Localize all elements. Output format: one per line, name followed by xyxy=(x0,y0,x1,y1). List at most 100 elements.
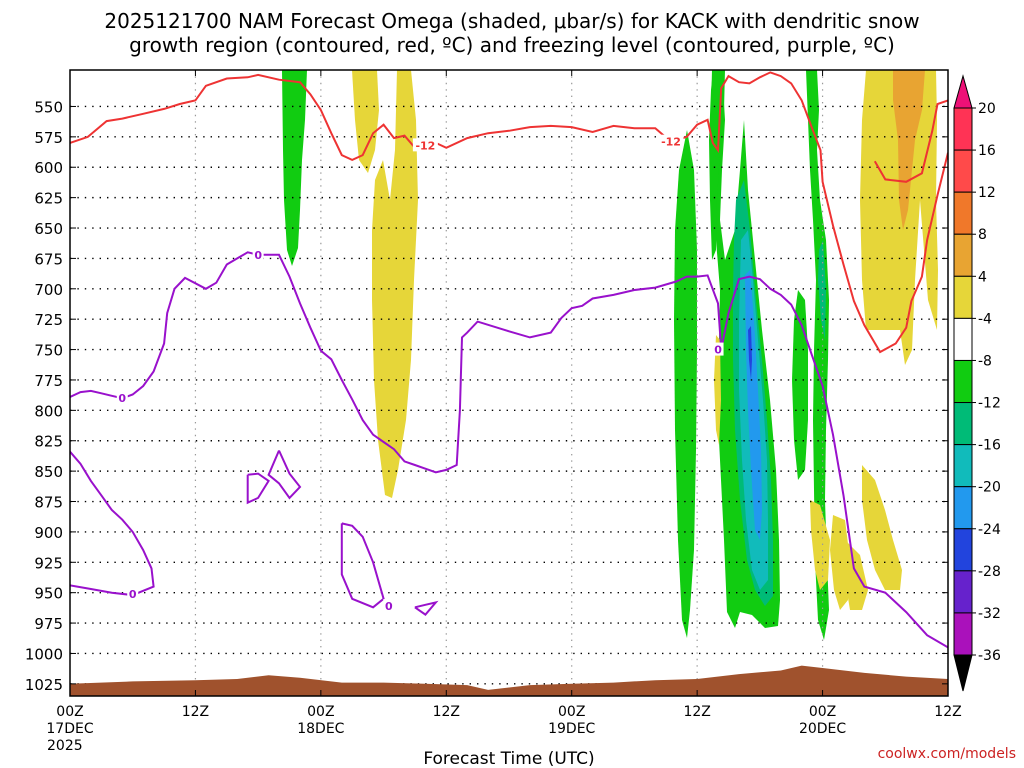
colorbar-segment xyxy=(953,486,973,530)
colorbar-segment xyxy=(953,570,973,614)
x-tick-date-label: 19DEC xyxy=(548,721,595,737)
y-tick-label: 1025 xyxy=(25,676,63,694)
colorbar-segment xyxy=(953,402,973,446)
contour-label-background xyxy=(116,391,128,405)
colorbar-label: -12 xyxy=(978,396,1001,412)
y-tick-label: 575 xyxy=(34,129,63,147)
y-tick-label: 675 xyxy=(34,250,63,268)
title-line-1: 2025121700 NAM Forecast Omega (shaded, μ… xyxy=(104,9,919,33)
x-tick-label: 00Z xyxy=(307,704,334,720)
colorbar-label: 8 xyxy=(978,227,987,243)
colorbar-segment xyxy=(953,317,973,361)
y-tick-label: 950 xyxy=(34,585,63,603)
freezing-level-contour-pieces xyxy=(70,450,439,616)
x-tick-date-label: 18DEC xyxy=(297,721,344,737)
dgz-minus12-contour xyxy=(873,99,948,183)
omega-shade-yellow xyxy=(714,335,721,445)
contour-layer xyxy=(70,71,948,649)
y-tick-label: 700 xyxy=(34,281,63,299)
credit-text: coolwx.com/models xyxy=(878,746,1016,762)
colorbar-label: 16 xyxy=(978,143,996,159)
y-tick-label: 650 xyxy=(34,220,63,238)
dgz-minus12-contour xyxy=(70,71,948,354)
omega-shade-yellow xyxy=(352,70,379,173)
colorbar-segment xyxy=(953,275,973,319)
colorbar-label: 20 xyxy=(978,101,996,117)
y-tick-label: 875 xyxy=(34,494,63,512)
x-tick-date-label: 20DEC xyxy=(799,721,846,737)
colorbar-segment xyxy=(953,359,973,404)
x-tick-date-label: 17DEC xyxy=(46,721,93,737)
colorbar-bottom-arrow xyxy=(953,654,973,692)
y-tick-label: 775 xyxy=(34,372,63,390)
contour-label: 0 xyxy=(129,588,137,601)
x-tick-year-label: 2025 xyxy=(47,738,83,754)
y-tick-label: 800 xyxy=(34,402,63,420)
plot-frame xyxy=(69,69,949,697)
x-tick-label: 12Z xyxy=(683,704,710,720)
colorbar-segment xyxy=(953,107,973,151)
colorbar-segment xyxy=(953,528,973,572)
y-tick-label: 1000 xyxy=(25,645,63,663)
y-tick-label: 900 xyxy=(34,524,63,542)
contour-label: -12 xyxy=(661,136,681,149)
freezing-level-contour xyxy=(70,251,948,649)
contour-label: 0 xyxy=(714,344,722,357)
contour-label: -12 xyxy=(415,139,435,152)
contour-label-background xyxy=(658,134,684,148)
freezing-level-contour-piece xyxy=(70,451,155,597)
y-tick-label: 625 xyxy=(34,190,63,208)
y-tick-label: 825 xyxy=(34,433,63,451)
omega-shade-yellow xyxy=(372,70,418,498)
title-line-2: growth region (contoured, red, ºC) and f… xyxy=(129,33,895,57)
omega-shade-green xyxy=(282,70,307,266)
y-tick-label: 925 xyxy=(34,554,63,572)
x-tick-label: 12Z xyxy=(934,704,961,720)
contour-labels: -12 -12 0 0 0 0 0 xyxy=(116,134,724,613)
omega-shade-green xyxy=(806,70,829,640)
contour-label: 0 xyxy=(385,600,393,613)
omega-shade-darkblue xyxy=(748,326,752,380)
colorbar-label: 4 xyxy=(978,269,987,285)
colorbar-segment xyxy=(953,149,973,193)
colorbar-segment xyxy=(953,233,973,277)
x-tick-label: 00Z xyxy=(56,704,83,720)
colorbar-label: -8 xyxy=(978,353,992,369)
contour-label-background xyxy=(252,247,264,261)
x-tick-label: 00Z xyxy=(809,704,836,720)
contour-label-background xyxy=(127,586,139,600)
contour-label-background xyxy=(383,599,395,613)
omega-shade-yellow xyxy=(860,70,938,365)
contour-label: 0 xyxy=(254,249,262,262)
colorbar-label: -36 xyxy=(978,648,1001,664)
colorbar-label: -20 xyxy=(978,480,1001,496)
y-tick-label: 550 xyxy=(34,98,63,116)
colorbar-label: -24 xyxy=(978,522,1001,538)
colorbar-segment xyxy=(953,444,973,488)
colorbar-label: -4 xyxy=(978,311,992,327)
contour-label-background xyxy=(412,138,438,152)
omega-shade-yellow xyxy=(862,465,902,590)
colorbar-label: -16 xyxy=(978,438,1001,454)
freezing-level-contour-piece xyxy=(267,450,302,500)
colorbar-label: 12 xyxy=(978,185,996,201)
colorbar-label: -32 xyxy=(978,606,1001,622)
omega-shade-green xyxy=(709,70,725,260)
y-tick-label: 850 xyxy=(34,463,63,481)
x-axis-label: Forecast Time (UTC) xyxy=(423,749,594,768)
omega-shade-yellow xyxy=(810,500,830,590)
omega-shade-green xyxy=(674,130,697,638)
colorbar-segment xyxy=(953,612,973,656)
contour-label: 0 xyxy=(118,392,126,405)
x-tick-label: 12Z xyxy=(182,704,209,720)
x-tick-label: 12Z xyxy=(433,704,460,720)
y-axis: 550 575 600 625 650 675 700 725 750 775 800 825 850 8… xyxy=(25,98,948,694)
colorbar-top-arrow xyxy=(953,74,973,109)
y-tick-label: 725 xyxy=(34,311,63,329)
y-tick-label: 600 xyxy=(34,159,63,177)
omega-shade-teal xyxy=(818,240,826,340)
omega-shade-green xyxy=(792,290,808,480)
terrain-layer xyxy=(70,665,948,696)
